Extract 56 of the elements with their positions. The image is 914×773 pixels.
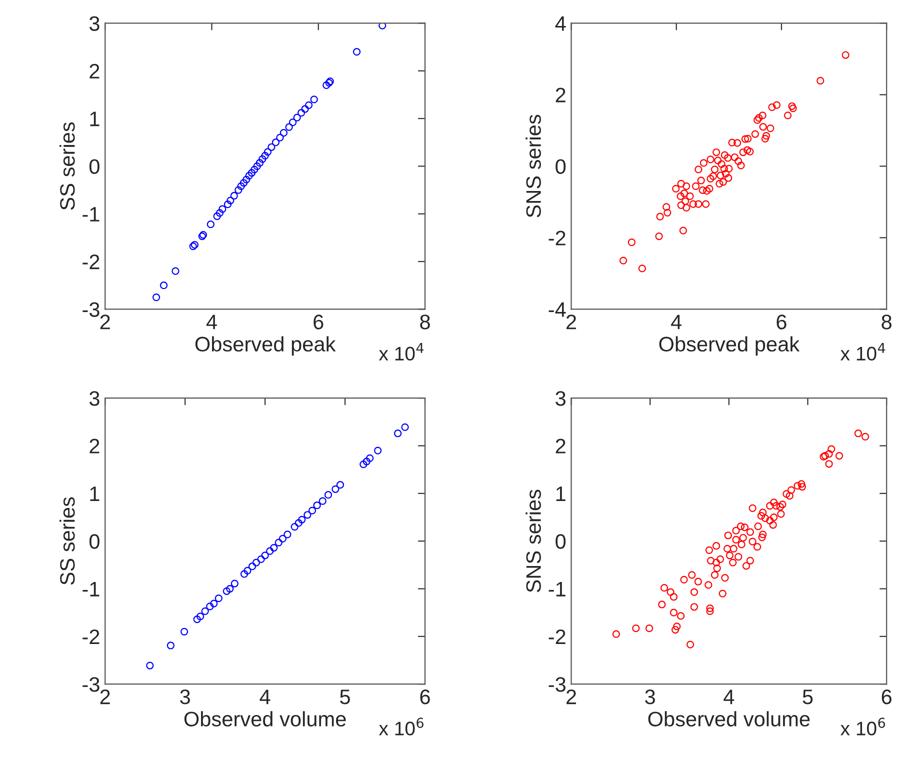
y-tick-label: 2 — [556, 88, 566, 102]
y-tick-label: 1 — [90, 112, 100, 126]
x-tick-label: 2 — [100, 690, 110, 704]
y-tick-label: 4 — [555, 16, 566, 31]
x-tick-label: 4 — [260, 690, 270, 704]
text: x 10$^{6}$ — [840, 718, 886, 736]
x-tick-label: 2 — [100, 314, 110, 330]
x-axis-title: Observed volume — [184, 711, 346, 726]
x-tick-label: 2 — [566, 314, 576, 330]
x-tick-label: 4 — [671, 314, 682, 330]
x-tick-label: 5 — [340, 690, 350, 704]
x-tick-label: 6 — [882, 690, 892, 704]
y-axis-title: SS series — [60, 497, 75, 585]
y-tick-label: 3 — [89, 16, 100, 31]
y-tick-label: -3 — [82, 302, 100, 317]
x-tick-label: 6 — [314, 314, 324, 330]
y-tick-label: -3 — [548, 677, 566, 692]
y-tick-label: -1 — [548, 582, 566, 596]
y-axis-title: SNS series — [526, 114, 541, 218]
y-tick-label: -2 — [548, 230, 566, 246]
y-tick-label: -1 — [82, 582, 100, 596]
y-tick-label: 0 — [89, 159, 100, 174]
x-tick-label: 5 — [802, 690, 813, 704]
y-tick-label: 2 — [556, 438, 566, 454]
y-tick-label: 0 — [556, 534, 566, 549]
y-tick-label: -2 — [82, 254, 100, 270]
x-tick-label: 2 — [566, 690, 576, 704]
y-tick-label: -2 — [548, 629, 566, 644]
y-tick-label: -3 — [82, 677, 100, 692]
y-tick-label: 2 — [90, 64, 100, 78]
y-tick-label: 2 — [90, 438, 100, 454]
x-tick-label: 6 — [776, 314, 786, 330]
y-tick-label: 0 — [556, 159, 566, 174]
y-tick-label: 0 — [89, 534, 100, 549]
y-tick-label: 3 — [89, 391, 100, 406]
y-tick-label: -1 — [82, 207, 100, 222]
y-axis-title: SNS series — [526, 490, 541, 592]
x-tick-label: 3 — [645, 690, 655, 704]
y-tick-label: 1 — [556, 486, 566, 501]
x-axis-title: Observed volume — [648, 711, 810, 726]
x-axis-title: Observed peak — [659, 336, 800, 356]
x-tick-label: 8 — [420, 314, 430, 330]
x-tick-label: 4 — [724, 690, 734, 704]
y-tick-label: -2 — [82, 629, 100, 644]
x-axis-title: Observed peak — [195, 336, 336, 356]
y-tick-label: 3 — [556, 391, 566, 406]
y-tick-label: 1 — [90, 486, 100, 501]
x-tick-label: 4 — [206, 314, 217, 330]
text: x 10$^{4}$ — [378, 342, 424, 361]
text: x 10$^{6}$ — [378, 718, 424, 736]
y-axis-title: SS series — [60, 122, 75, 210]
text: x 10$^{4}$ — [840, 342, 886, 361]
x-tick-label: 3 — [180, 690, 190, 704]
y-tick-label: -4 — [548, 302, 566, 317]
x-tick-label: 6 — [420, 690, 430, 704]
x-tick-label: 8 — [882, 314, 892, 330]
